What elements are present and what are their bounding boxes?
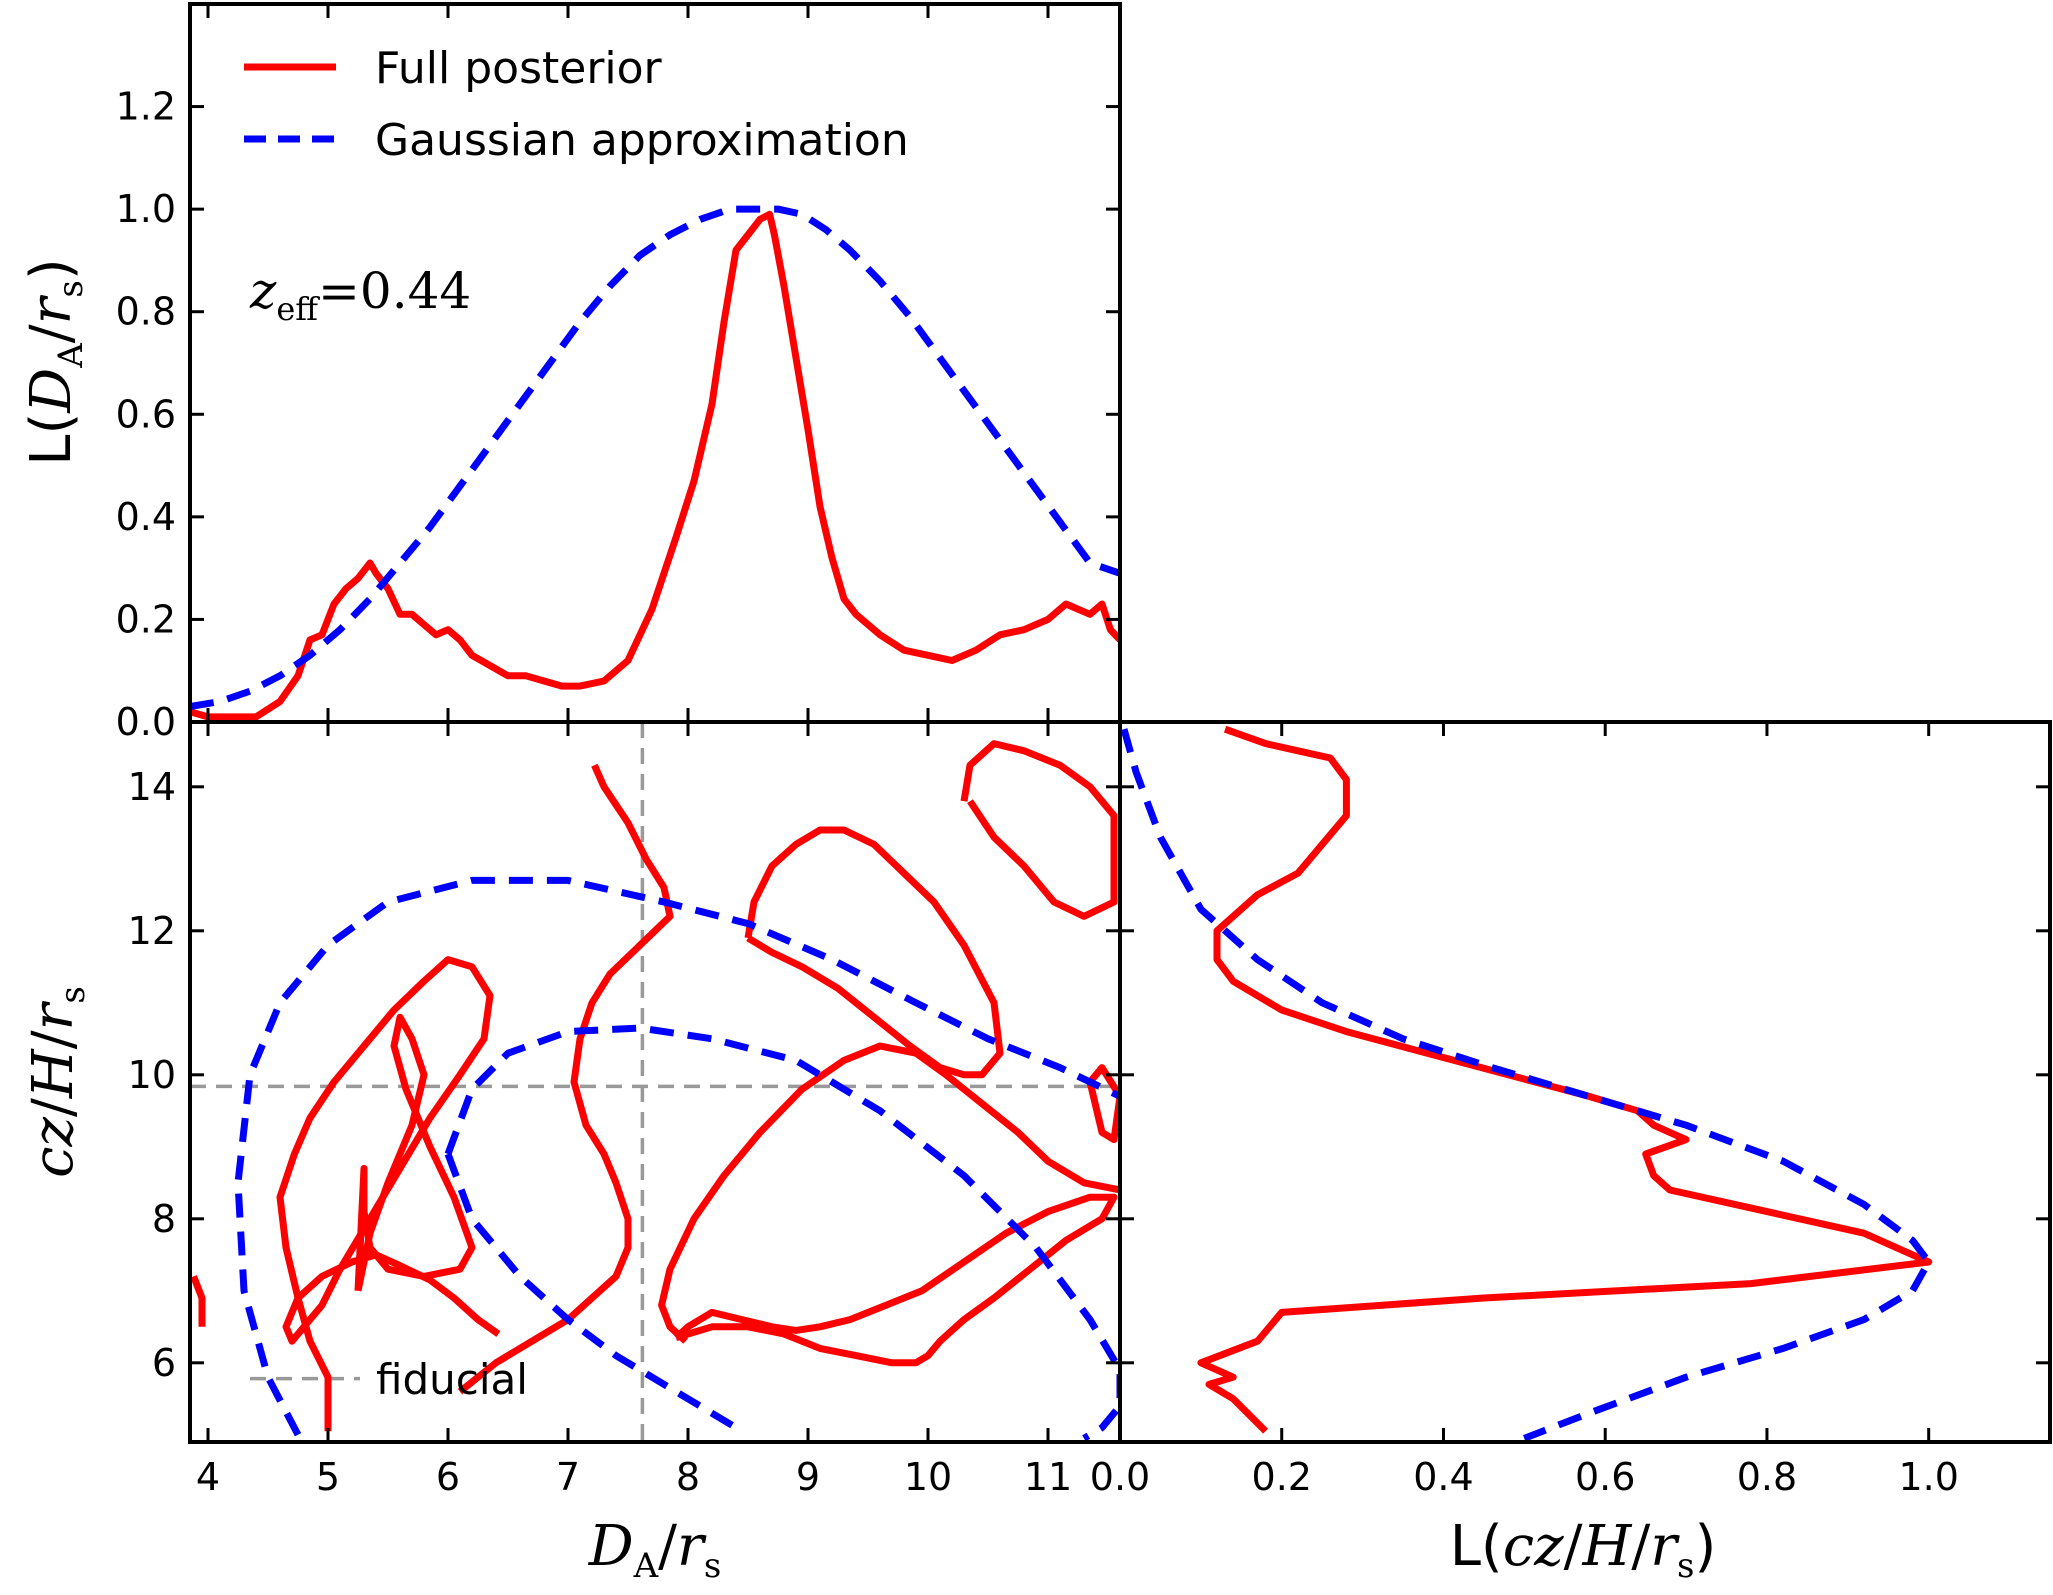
top-y-tick-label: 0.8: [116, 290, 176, 334]
z-eff-annotation: zeff=0.44: [249, 262, 471, 328]
top-y-tick-label: 0.6: [116, 392, 176, 436]
right-series-line-gaussian-approximation: [1120, 728, 1933, 1442]
contour-x-tick-label: 9: [796, 1455, 820, 1499]
legend-label-full-posterior: Full posterior: [375, 43, 663, 94]
top-y-axis-label-sub2: s: [51, 280, 91, 297]
contour-curves: [190, 740, 1120, 1442]
contour-panel-ticks: 6 8 10 12 14 4 5 6 7 8 9 10 11: [128, 722, 1120, 1499]
top-y-tick-label: 1.2: [116, 85, 176, 129]
right-x-axis-label-slash2: /: [1631, 1514, 1650, 1579]
right-series-line-full-posterior: [1197, 725, 1933, 1434]
right-x-tick-label: 0.4: [1413, 1455, 1473, 1499]
top-series-line-gaussian-approximation: [190, 205, 1120, 711]
legend: Full posterior Gaussian approximation: [244, 43, 909, 166]
top-y-axis-label-var: D: [19, 368, 84, 414]
posterior-contour-4: [673, 1193, 1118, 1367]
right-x-tick-label: 1.0: [1898, 1455, 1958, 1499]
posterior-contour-7: [1086, 1064, 1120, 1144]
right-x-axis-label-sub3: s: [1677, 1546, 1694, 1586]
bottom-y-axis-label-slash: /: [21, 1098, 86, 1117]
contour-x-tick-label: 7: [556, 1455, 580, 1499]
right-panel-curves: [1120, 725, 1933, 1442]
z-eff-symbol: z: [249, 262, 277, 320]
posterior-contour-5: [744, 826, 1004, 1079]
top-panel-curves: [190, 205, 1120, 721]
contour-y-tick-label: 8: [152, 1197, 176, 1241]
top-y-tick-label: 0.4: [116, 495, 176, 539]
contour-y-tick-label: 12: [128, 909, 176, 953]
bottom-x-axis-label-sub2: s: [704, 1546, 721, 1586]
contour-x-tick-label: 8: [676, 1455, 700, 1499]
gaussian-contour-9: [234, 876, 1120, 1437]
right-panel-frame: [1118, 720, 2052, 1444]
right-panel-ticks: 0.0 0.2 0.4 0.6 0.8 1.0: [1090, 722, 2050, 1499]
right-x-axis-label-var: cz: [1503, 1514, 1564, 1579]
bottom-y-axis-label-var: cz: [21, 1116, 86, 1177]
top-panel-ticks: 0.0 0.2 0.4 0.6 0.8 1.0 1.2: [116, 4, 1120, 744]
top-y-axis-label-var2: r: [19, 294, 84, 324]
right-x-axis-label-slash: /: [1564, 1514, 1583, 1579]
top-y-axis-label-sub: A: [51, 343, 91, 369]
right-x-axis-label-var2: H: [1581, 1514, 1632, 1579]
bottom-y-axis-label: cz/H/rs: [21, 986, 93, 1178]
contour-y-tick-label: 6: [152, 1341, 176, 1385]
contour-x-tick-label: 5: [316, 1455, 340, 1499]
contour-x-tick-label: 4: [196, 1455, 220, 1499]
top-y-axis-label-slash: /: [19, 324, 84, 343]
top-y-tick-label: 0.2: [116, 597, 176, 641]
right-x-tick-label: 0.2: [1252, 1455, 1312, 1499]
contour-x-tick-label: 6: [436, 1455, 460, 1499]
right-x-tick-label: 0.6: [1575, 1455, 1635, 1499]
right-x-axis-label: L(cz/H/rs): [1450, 1514, 1717, 1586]
contour-y-tick-label: 14: [128, 765, 176, 809]
posterior-contour-1: [354, 1013, 476, 1292]
right-x-axis-label-suffix: ): [1694, 1514, 1716, 1579]
posterior-contour-6: [960, 740, 1118, 920]
top-panel: 0.0 0.2 0.4 0.6 0.8 1.0 1.2 Full posterior Gau…: [19, 2, 1122, 744]
posterior-contour-3: [658, 1042, 1120, 1344]
posterior-contour-8: [190, 1275, 206, 1327]
right-x-tick-label: 0.0: [1090, 1455, 1150, 1499]
bottom-y-axis-label-var3: r: [21, 1000, 86, 1030]
right-x-axis-label-prefix: L(: [1450, 1514, 1503, 1579]
bottom-x-axis-label: DA/rs: [588, 1514, 722, 1586]
top-y-tick-label: 0.0: [116, 700, 176, 744]
right-x-tick-label: 0.8: [1737, 1455, 1797, 1499]
top-y-axis-label-prefix: L(: [19, 413, 84, 466]
bottom-y-axis-label-sub3: s: [53, 986, 93, 1003]
bottom-y-axis-label-var2: H: [21, 1048, 86, 1099]
top-y-axis-label-suffix: ): [19, 258, 84, 280]
top-y-axis-label: L(DA/rs): [19, 258, 91, 465]
bottom-x-axis-label-var2: r: [677, 1514, 707, 1579]
posterior-contour-2: [457, 763, 674, 1395]
bottom-x-axis-label-var: D: [588, 1514, 634, 1579]
contour-y-tick-label: 10: [128, 1053, 176, 1097]
contour-x-tick-label: 11: [1024, 1455, 1072, 1499]
top-y-tick-label: 1.0: [116, 187, 176, 231]
fiducial-lines: [190, 722, 1120, 1442]
z-eff-value: =0.44: [318, 262, 471, 320]
contour-x-tick-label: 10: [904, 1455, 952, 1499]
right-x-axis-label-var3: r: [1650, 1514, 1680, 1579]
top-series-line-full-posterior: [190, 210, 1120, 721]
contour-panel-frame: [188, 720, 1122, 1444]
z-eff-subscript: eff: [276, 290, 320, 328]
gaussian-contour-10: [444, 1024, 1120, 1442]
right-panel: 0.0 0.2 0.4 0.6 0.8 1.0 L(cz/H/rs): [1090, 720, 2052, 1586]
gaussian-contour-11: [444, 1152, 744, 1435]
bottom-y-axis-label-slash2: /: [21, 1030, 86, 1049]
legend-label-gaussian-approximation: Gaussian approximation: [375, 115, 909, 166]
fiducial-label: fiducial: [376, 1355, 528, 1404]
bottom-x-axis-label-slash: /: [658, 1514, 677, 1579]
bottom-x-axis-label-sub: A: [633, 1546, 659, 1586]
